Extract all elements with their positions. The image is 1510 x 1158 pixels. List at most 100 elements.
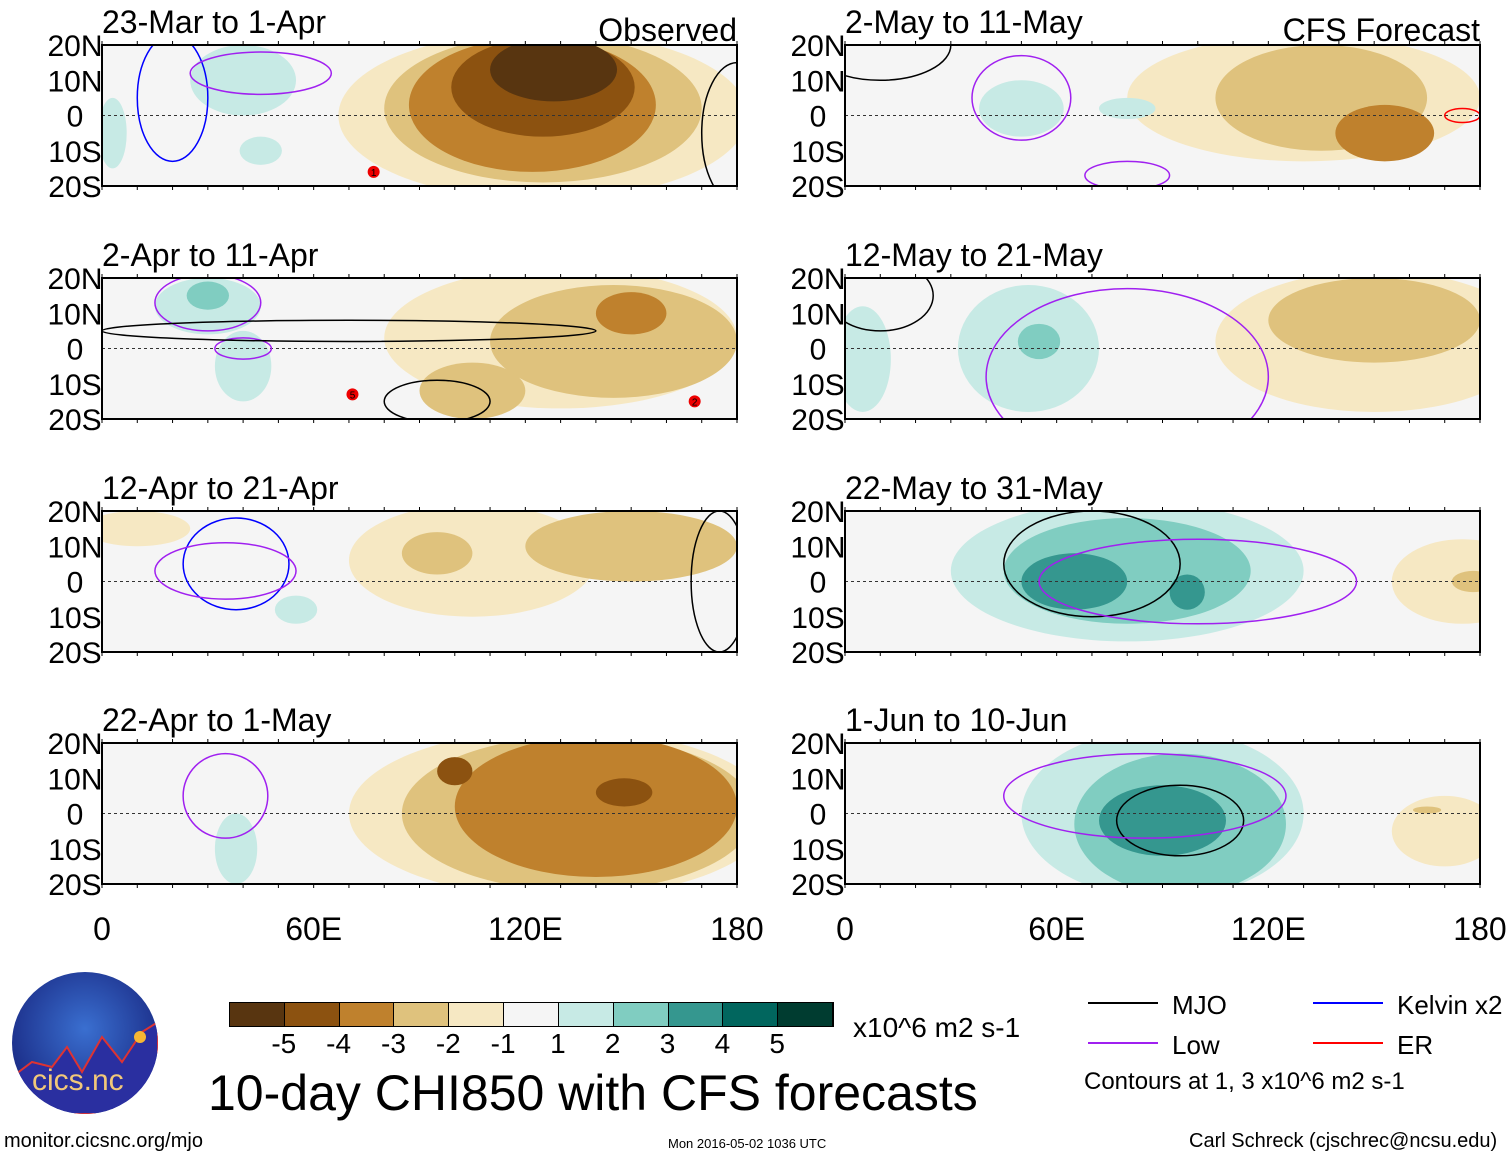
panel-content [845,45,1480,186]
lon-tick-label: 180 [1453,911,1506,947]
colorbar-swatch [778,1003,833,1026]
author-credit: Carl Schreck (cjschrec@ncsu.edu) [1189,1130,1498,1152]
lat-tick-label: 0 [810,567,827,600]
lat-tick-label: 0 [67,334,84,367]
colorbar-label: -5 [271,1028,297,1059]
lat-tick-label: 20N [790,728,845,761]
colorbar-swatch [284,1003,340,1026]
lon-tick-label: 120E [1231,911,1306,947]
panel-content [845,278,1480,419]
lat-tick-label: 10N [47,763,102,796]
anomaly-region [490,45,618,102]
lat-tick-label: 20N [47,496,102,529]
anomaly-region [595,778,653,807]
wave-contour [383,379,491,419]
lat-tick-label: 20S [48,869,101,902]
anomaly-region [1169,574,1205,610]
legend-line [1088,1042,1158,1044]
lat-tick-label: 0 [67,799,84,832]
wave-contour [182,517,290,611]
lat-tick-label: 20S [791,404,844,437]
legend-line [1313,1042,1383,1044]
lat-tick-label: 20N [47,263,102,296]
colorbar-label: -2 [435,1028,461,1059]
lat-tick-label: 10N [47,65,102,98]
panel-tag: CFS Forecast [1283,12,1480,48]
anomaly-region [454,743,737,877]
colorbar-label: -4 [326,1028,352,1059]
storm-icon [346,388,359,401]
panel-title: 1-Jun to 10-Jun [845,702,1067,738]
anomaly-region [1268,278,1480,363]
panel-title: 12-May to 21-May [845,237,1103,273]
lat-tick-label: 20S [48,171,101,204]
anomaly-region [214,813,258,884]
panel-tag: Observed [598,12,737,48]
colorbar-swatch [394,1003,450,1026]
panel-content [845,743,1480,884]
legend-label: Low [1172,1030,1220,1060]
lat-tick-label: 20S [48,404,101,437]
colorbar-swatch [339,1003,395,1026]
wave-contour [182,752,269,839]
colorbar-label: -1 [490,1028,516,1059]
cicsnc-logo: cics.nc [12,972,158,1114]
anomaly-region [1412,806,1442,814]
lat-tick-label: 10S [48,369,101,402]
colorbar-swatch [449,1003,505,1026]
colorbar-label: 1 [550,1028,566,1059]
panel-content: 52 [102,278,737,419]
lat-tick-label: 10S [48,834,101,867]
storm-icon [688,395,701,408]
lat-tick-label: 0 [810,334,827,367]
anomaly-region [1099,785,1226,856]
storm-label: 5 [350,390,356,401]
anomaly-region [1099,97,1156,120]
lat-tick-label: 20N [790,263,845,296]
lat-tick-label: 10N [47,298,102,331]
panel-title: 2-Apr to 11-Apr [102,237,319,273]
lat-tick-label: 20S [791,171,844,204]
timestamp: Mon 2016-05-02 1036 UTC [668,1136,827,1151]
anomaly-region [525,511,737,582]
lat-tick-label: 20S [48,637,101,670]
legend-label: ER [1397,1030,1434,1060]
anomaly-region [979,80,1064,137]
colorbar-swatch [613,1003,669,1026]
wave-contour [189,51,333,96]
colorbar-label: 2 [604,1028,621,1059]
lat-tick-label: 20N [47,728,102,761]
lat-tick-label: 20N [790,496,845,529]
colorbar [229,1002,834,1027]
colorbar-swatch [723,1003,779,1026]
lat-tick-label: 0 [810,799,827,832]
wave-contour [154,278,262,332]
lat-tick-label: 10S [791,136,844,169]
colorbar-label: 5 [769,1028,785,1059]
legend-line [1088,1002,1158,1004]
lon-tick-label: 60E [1028,911,1085,947]
contour-note: Contours at 1, 3 x10^6 m2 s-1 [1084,1068,1405,1095]
panel-title: 2-May to 11-May [845,4,1083,40]
colorbar-swatch [558,1003,614,1026]
source-url[interactable]: monitor.cicsnc.org/mjo [4,1130,203,1152]
wave-contour [985,287,1270,419]
lon-tick-label: 180 [710,911,763,947]
lat-tick-label: 10S [791,834,844,867]
colorbar-label: 4 [714,1028,731,1059]
panel-content [102,743,737,884]
lon-tick-label: 120E [488,911,563,947]
wave-contour [1038,538,1358,625]
storm-icon [367,165,380,178]
wave-contour [1084,160,1171,186]
lat-tick-label: 20S [791,869,844,902]
